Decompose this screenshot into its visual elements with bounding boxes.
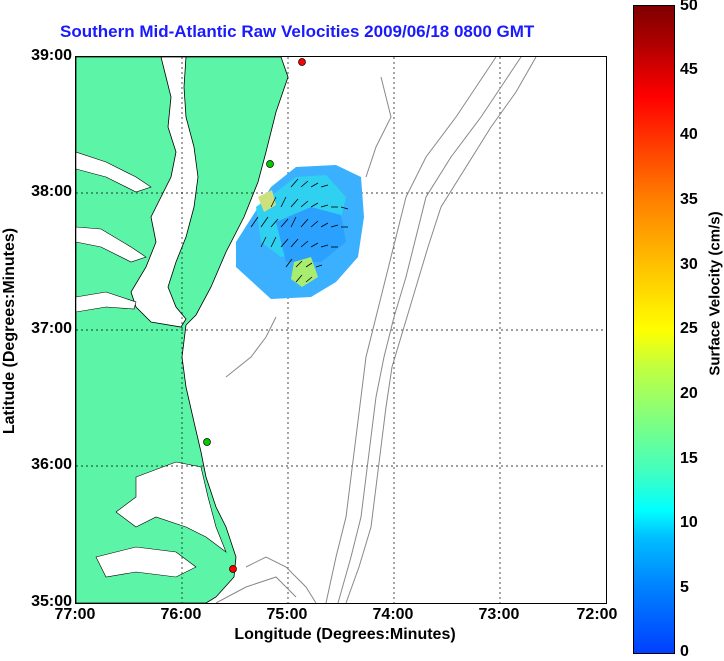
colorbar-tick: 30 [680, 256, 698, 273]
x-tick-label: 75:00 [266, 606, 308, 623]
velocity-vectors [250, 178, 349, 283]
x-tick-label: 72:00 [576, 606, 618, 623]
x-tick-label: 73:00 [478, 606, 520, 623]
y-tick-label: 36:00 [31, 456, 72, 473]
map-plot-area[interactable] [75, 56, 607, 604]
map-title: Southern Mid-Atlantic Raw Velocities 200… [60, 22, 535, 41]
station-marker [266, 160, 274, 168]
y-tick-label: 38:00 [31, 183, 72, 200]
y-tick-label: 37:00 [31, 320, 72, 337]
colorbar-tick: 50 [680, 0, 698, 14]
pamlico-sound [115, 461, 227, 553]
bathymetry-contours [215, 57, 537, 603]
x-tick-label: 77:00 [54, 606, 96, 623]
x-tick-label: 76:00 [160, 606, 202, 623]
x-axis-label: Longitude (Degrees:Minutes) [234, 626, 456, 643]
colorbar-tick: 40 [680, 126, 698, 143]
map-svg [76, 57, 606, 603]
y-axis-label: Latitude (Degrees:Minutes) [1, 227, 18, 435]
colorbar-label: Surface Velocity (cm/s) [706, 211, 724, 376]
colorbar-tick: 45 [680, 61, 698, 78]
station-marker [203, 438, 211, 446]
velocity-field [236, 165, 364, 299]
colorbar-tick: 5 [680, 579, 689, 596]
colorbar [633, 5, 675, 654]
albemarle-sound [95, 546, 197, 578]
station-marker [298, 58, 306, 66]
chesapeake-bay [130, 57, 199, 328]
river-2 [76, 226, 147, 263]
y-tick-label: 39:00 [31, 47, 72, 64]
colorbar-tick: 10 [680, 514, 698, 531]
river-3 [76, 291, 137, 313]
station-marker [229, 565, 237, 573]
y-tick-label: 35:00 [31, 593, 72, 610]
station-markers [203, 58, 306, 573]
river-1 [76, 151, 152, 193]
colorbar-tick: 0 [680, 643, 689, 660]
colorbar-tick: 20 [680, 385, 698, 402]
colorbar-tick: 15 [680, 450, 698, 467]
x-tick-label: 74:00 [372, 606, 414, 623]
colorbar-tick: 35 [680, 191, 698, 208]
colorbar-tick: 25 [680, 320, 698, 337]
